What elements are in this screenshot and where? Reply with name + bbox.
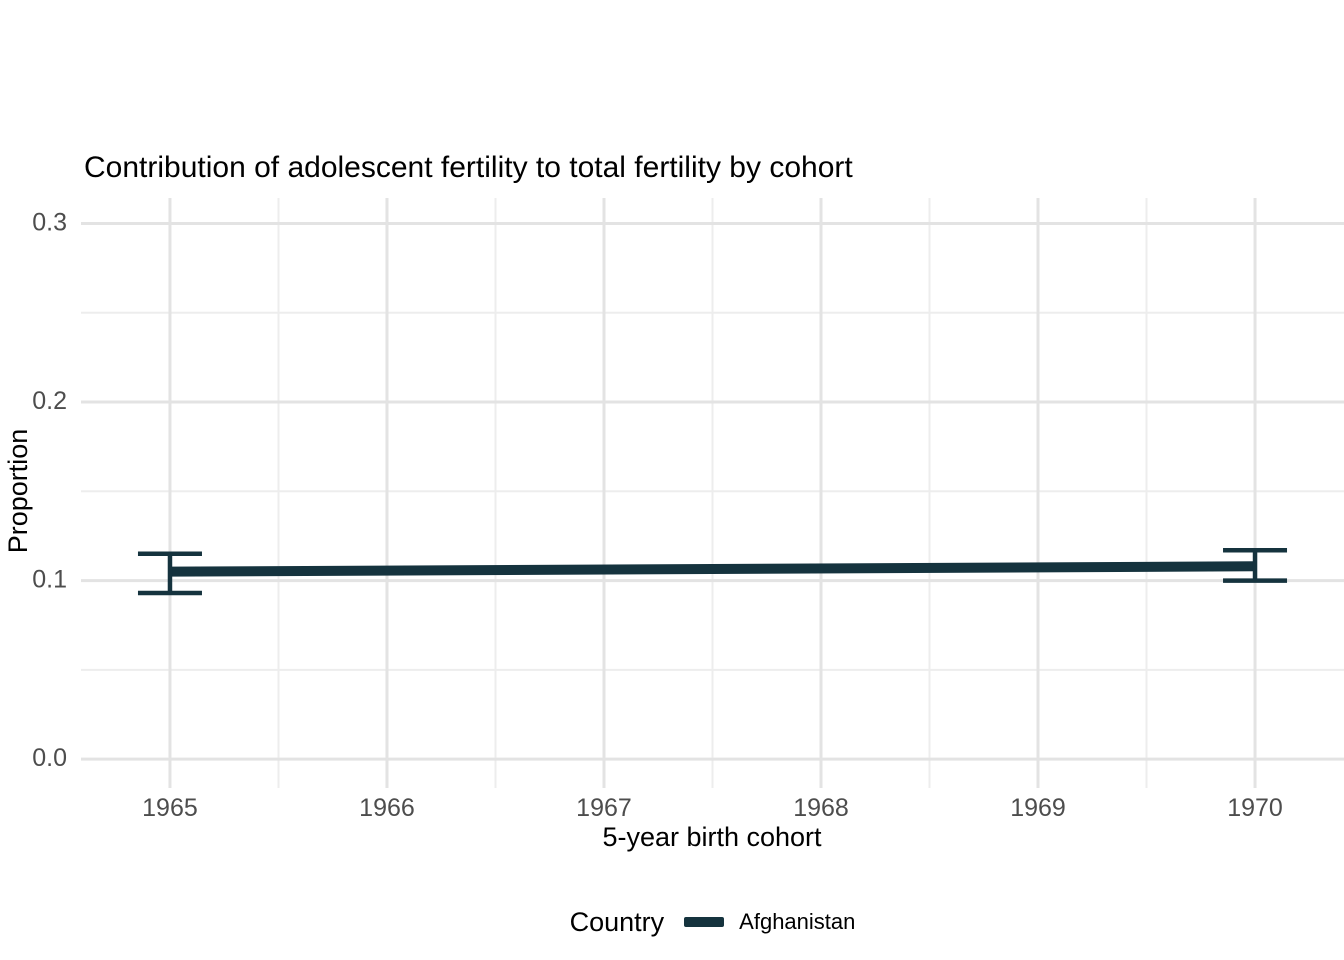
x-tick-label: 1970 [1227, 794, 1283, 822]
x-tick-label: 1965 [142, 794, 198, 822]
axis-layer: 0.0 0.1 0.2 0.3 1965 1966 1967 1968 1969 1970 [32, 209, 1283, 822]
y-tick-label: 0.0 [32, 744, 67, 772]
legend: Country Afghanistan [81, 902, 1344, 942]
legend-title: Country [569, 906, 665, 937]
legend-key-swatch [684, 917, 725, 927]
series-layer [137, 547, 1288, 596]
x-axis-title: 5-year birth cohort [602, 822, 822, 852]
legend-entry-label: Afghanistan [739, 909, 856, 934]
x-tick-label: 1967 [576, 794, 632, 822]
series-line-afghanistan [169, 561, 1256, 577]
y-axis-title: Proportion [3, 429, 33, 554]
y-tick-label: 0.2 [32, 387, 67, 415]
x-tick-label: 1968 [793, 794, 849, 822]
grid-layer [81, 198, 1344, 788]
y-tick-label: 0.1 [32, 566, 67, 594]
x-tick-label: 1969 [1010, 794, 1066, 822]
x-tick-label: 1966 [359, 794, 415, 822]
chart-title: Contribution of adolescent fertility to … [84, 151, 853, 184]
y-tick-label: 0.3 [32, 209, 67, 237]
